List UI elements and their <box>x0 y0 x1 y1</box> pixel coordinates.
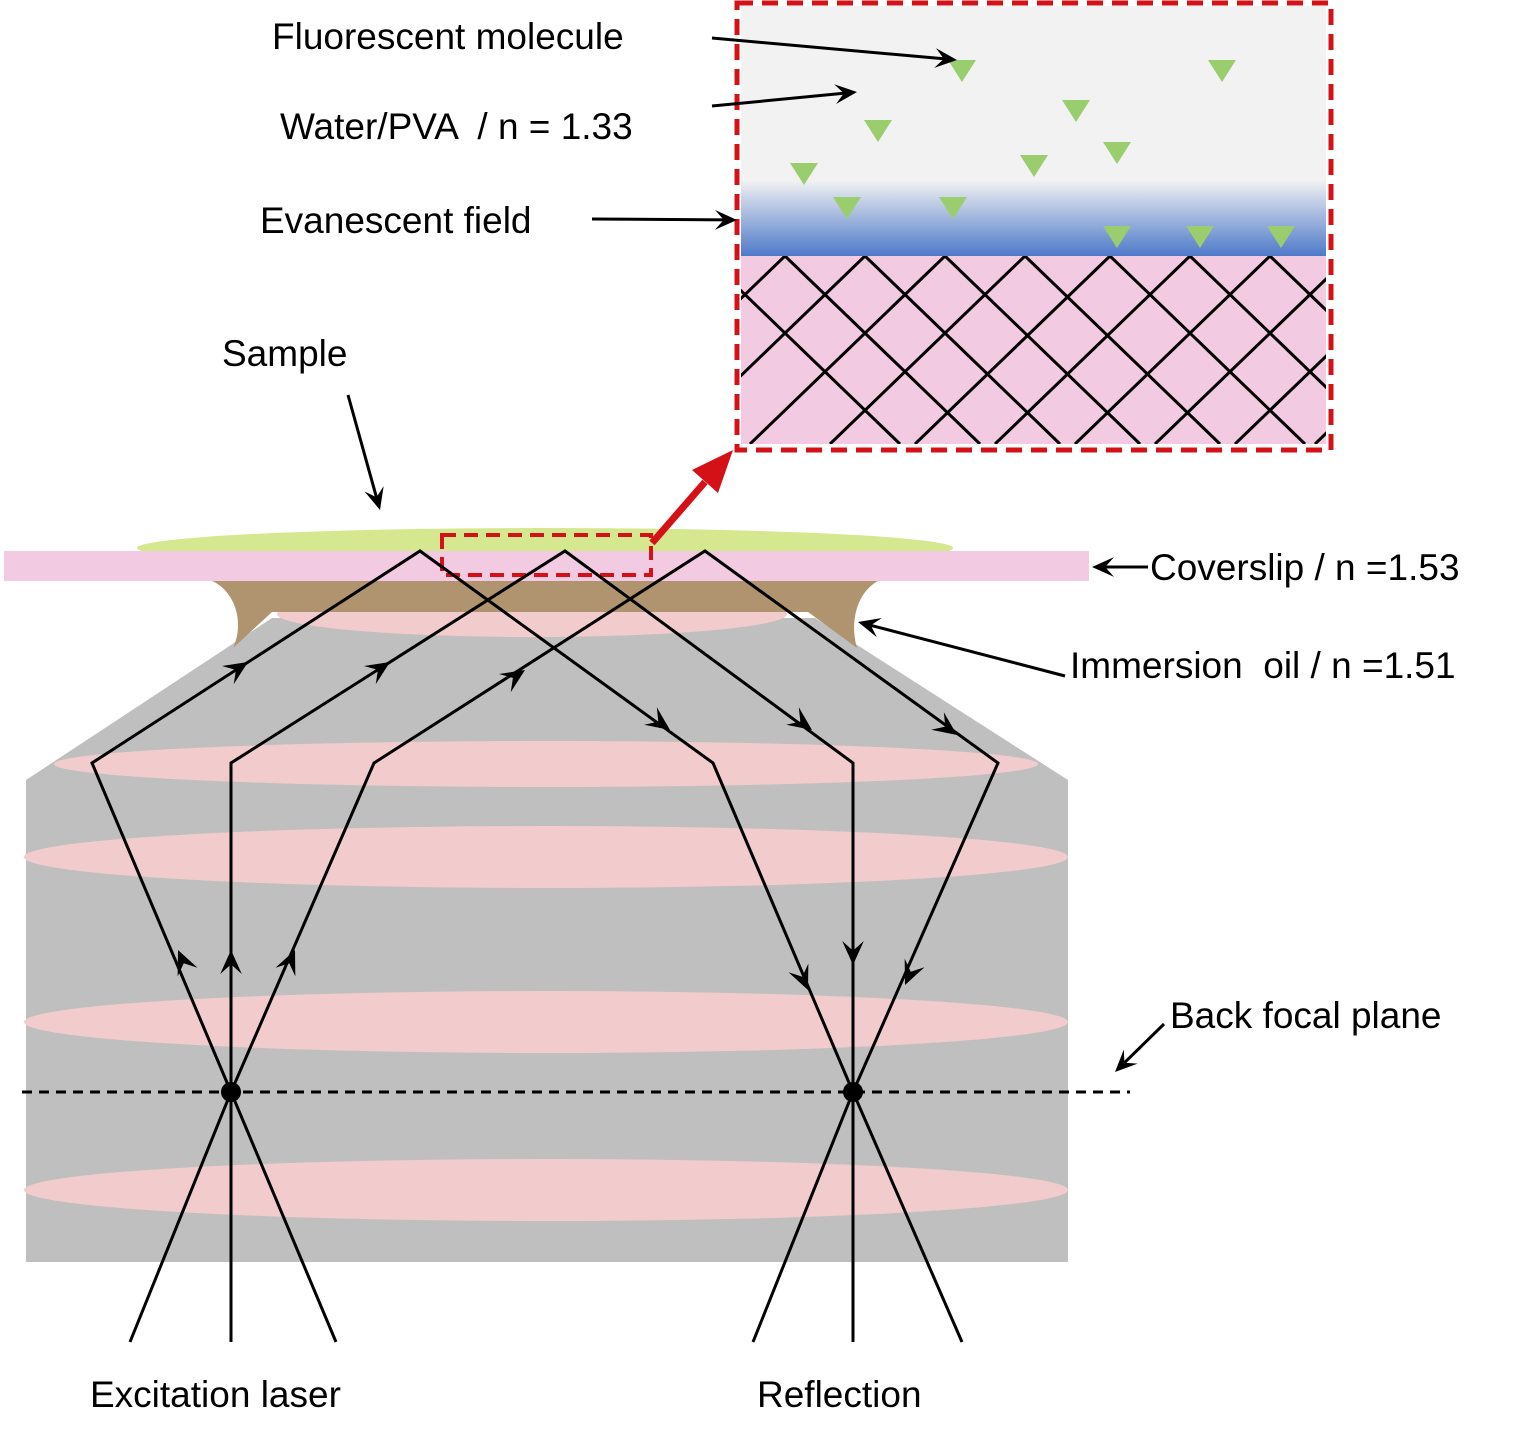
callout-line <box>869 623 1066 678</box>
ray-arrow-icon <box>221 662 248 685</box>
green-triangle-icon <box>1267 226 1295 248</box>
ray-arrow-icon <box>786 707 812 730</box>
red-arrow-icon <box>649 450 733 546</box>
ray-arrow-icon <box>788 963 809 990</box>
callout-arrow-icon <box>364 486 384 510</box>
ray-arrow-icon <box>177 950 198 977</box>
callout-line <box>346 394 379 499</box>
callout-arrow-icon <box>934 48 957 68</box>
inset-border <box>734 0 1334 453</box>
callout-line <box>1122 1022 1166 1065</box>
hatch-line <box>1188 256 1326 390</box>
black-dot-icon <box>843 1082 863 1102</box>
label-fluorescent-molecule: Fluorescent molecule <box>272 16 624 57</box>
green-triangle-icon <box>1103 226 1131 248</box>
green-triangle-icon <box>864 120 892 142</box>
ray-arrow-icon <box>931 712 957 735</box>
label-sample: Sample <box>222 333 347 374</box>
green-triangle-icon <box>833 197 861 219</box>
hatch-line <box>913 256 1112 444</box>
green-triangle-icon <box>1208 60 1236 82</box>
zoom-region-box <box>440 533 653 577</box>
evanescent-inset <box>510 0 1334 453</box>
hatch-line <box>510 256 705 444</box>
label-reflection: Reflection <box>757 1374 922 1415</box>
green-triangle-icon <box>1020 155 1048 177</box>
fluorescent-molecules <box>790 60 1295 248</box>
ray-arrow-icon <box>904 958 925 985</box>
hatch-line <box>1073 256 1272 444</box>
label-evanescent-field: Evanescent field <box>260 200 532 241</box>
ray-arrow-icon <box>220 950 242 974</box>
black-dot-icon <box>221 1082 241 1102</box>
ray-arrow-icon <box>363 662 390 685</box>
ray-arrow-icon <box>644 707 670 730</box>
green-triangle-icon <box>1062 100 1090 122</box>
hatch-line <box>1233 354 1326 444</box>
green-triangle-icon <box>948 60 976 82</box>
lens-element <box>24 826 1068 888</box>
ray-arrow-icon <box>842 941 864 965</box>
callout-arrow-icon <box>1092 557 1114 577</box>
callout-arrow-icon <box>858 617 882 638</box>
label-excitation-laser: Excitation laser <box>90 1374 341 1415</box>
hatch-line <box>828 256 1027 444</box>
hatch-line <box>1268 256 1326 313</box>
hatch-line <box>741 288 902 444</box>
hatch-line <box>748 256 947 444</box>
callout-arrows <box>346 36 1166 1072</box>
lens-element <box>24 1159 1068 1221</box>
label-immersion-oil: Immersion oil / n =1.51 <box>1070 645 1456 686</box>
hatch-line <box>1108 256 1307 444</box>
hatch-line <box>741 256 867 378</box>
evanescent-field-gradient <box>741 180 1326 258</box>
green-triangle-icon <box>1103 142 1131 164</box>
reflection-pattern <box>510 256 1326 444</box>
callout-line <box>591 217 726 222</box>
callout-arrow-icon <box>1115 1049 1138 1072</box>
green-triangle-icon <box>790 163 818 185</box>
ray-arrow-icon <box>275 950 296 977</box>
lens-element <box>24 991 1068 1053</box>
hatch-line <box>741 256 787 301</box>
immersion-oil <box>210 580 880 648</box>
callout-line <box>711 36 946 61</box>
callout-arrow-icon <box>714 209 737 230</box>
hatch-line <box>1153 277 1326 444</box>
objective-lens <box>24 591 1068 1262</box>
green-triangle-icon <box>1186 226 1214 248</box>
callout-line <box>711 91 846 108</box>
ray-arrow-icon <box>498 670 525 693</box>
coverslip-detail <box>741 256 1326 444</box>
hatch-line <box>1313 431 1326 444</box>
hatch-line <box>993 256 1192 444</box>
lens-element <box>54 741 1038 787</box>
callout-arrow-icon <box>834 84 857 104</box>
label-coverslip: Coverslip / n =1.53 <box>1150 547 1460 588</box>
label-water-pva: Water/PVA / n = 1.33 <box>280 106 633 147</box>
label-back-focal-plane: Back focal plane <box>1170 995 1442 1036</box>
green-triangle-icon <box>939 197 967 219</box>
